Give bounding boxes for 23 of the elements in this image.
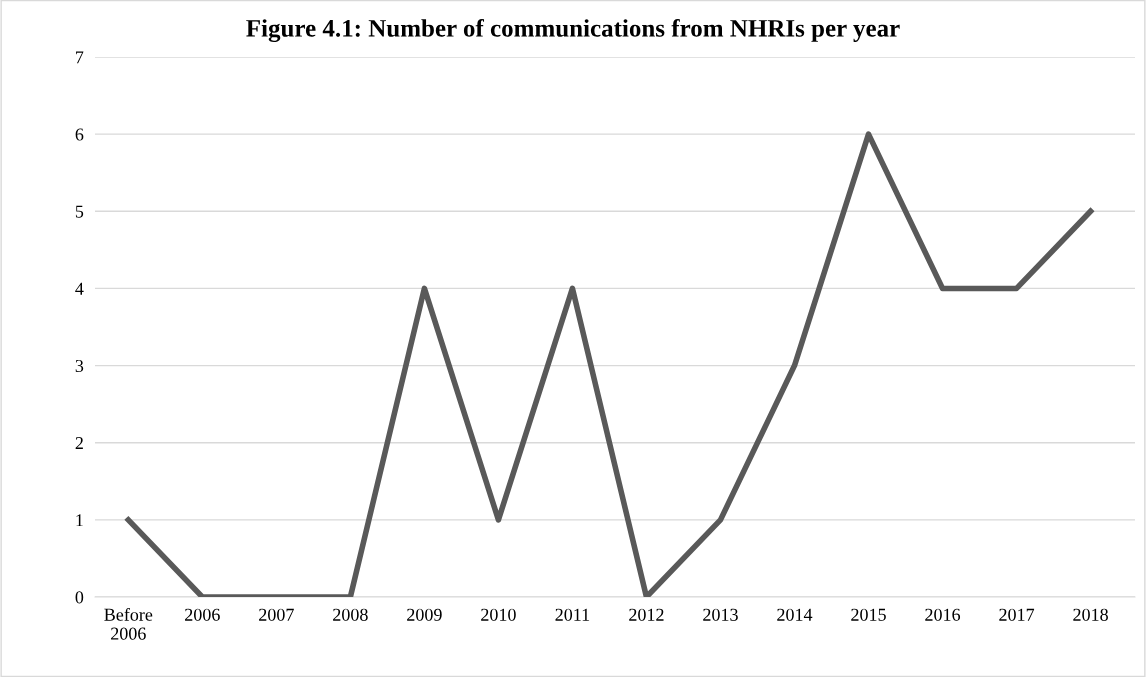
x-tick-label: 2013 bbox=[703, 608, 738, 621]
x-tick-label: 2006 bbox=[185, 608, 220, 621]
x-tick-label: 2016 bbox=[925, 608, 961, 621]
y-tick-label: 6 bbox=[75, 128, 84, 141]
x-tick-label: 2010 bbox=[481, 608, 516, 621]
x-tick-label: 2018 bbox=[1073, 608, 1108, 621]
x-tick-label: 2008 bbox=[333, 608, 368, 621]
x-tick-label: 2015 bbox=[851, 608, 886, 621]
y-tick-label: 7 bbox=[76, 51, 84, 64]
y-tick-label: 0 bbox=[75, 591, 84, 604]
x-tick-label: 2014 bbox=[777, 608, 813, 621]
y-tick-label: 2 bbox=[75, 437, 83, 449]
x-tick-label: 2011 bbox=[555, 608, 590, 621]
x-tick-label: Before 2006 bbox=[104, 607, 153, 640]
x-tick-label: 2007 bbox=[259, 608, 294, 621]
chart-title: Figure 4.1: Number of communications from NHRIs per year bbox=[246, 18, 900, 43]
x-tick-label: 2017 bbox=[999, 608, 1035, 621]
x-tick-label: 2009 bbox=[407, 608, 442, 621]
x-tick-label: 2012 bbox=[629, 608, 664, 621]
y-tick-label: 5 bbox=[75, 205, 84, 218]
y-tick-label: 1 bbox=[76, 514, 83, 527]
y-tick-label: 4 bbox=[75, 282, 84, 295]
y-tick-label: 3 bbox=[75, 359, 84, 373]
